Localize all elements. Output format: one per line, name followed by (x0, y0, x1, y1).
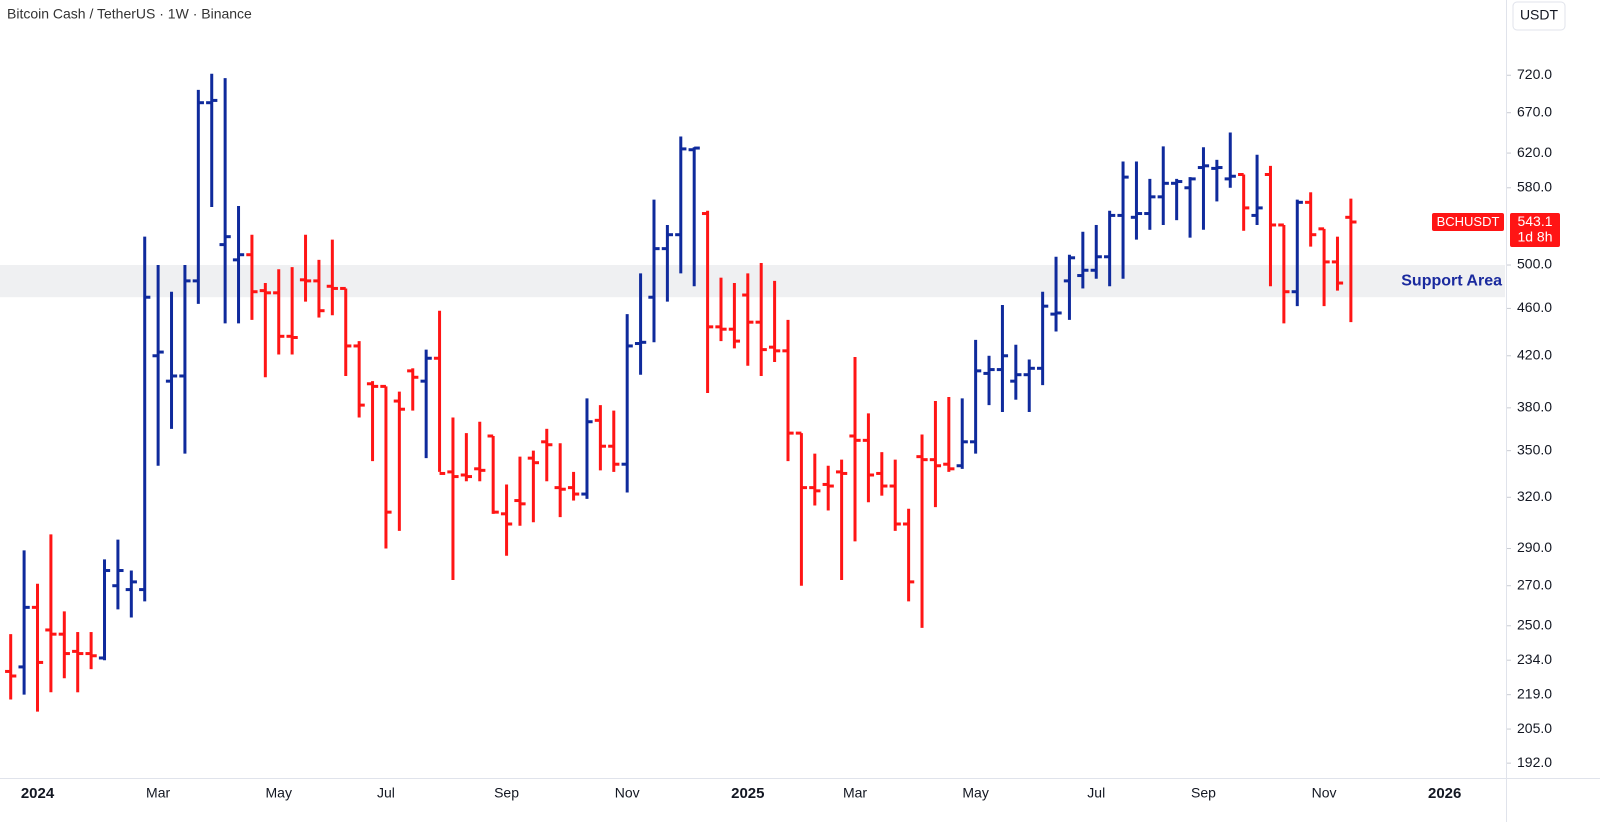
y-tick-label: 580.0 (1517, 178, 1552, 194)
y-tick-label: 320.0 (1517, 488, 1552, 504)
currency-box[interactable] (1512, 1, 1566, 31)
x-tick-label: May (266, 785, 292, 801)
currency-label[interactable]: USDT (1520, 7, 1559, 23)
y-tick-label: 250.0 (1517, 616, 1552, 632)
plot-area: Support Area (0, 73, 1505, 712)
y-tick-label: 620.0 (1517, 144, 1552, 160)
x-tick-label: Sep (494, 785, 519, 801)
y-tick-label: 500.0 (1517, 256, 1552, 272)
y-tick-label: 670.0 (1517, 103, 1552, 119)
y-tick-label: 460.0 (1517, 299, 1552, 315)
x-tick-label: May (962, 785, 988, 801)
y-tick-label: 350.0 (1517, 441, 1552, 457)
x-tick-label: 2026 (1428, 785, 1461, 802)
symbol-label: BCHUSDT (1437, 214, 1500, 229)
y-tick-label: 420.0 (1517, 346, 1552, 362)
support-area-label: Support Area (1401, 272, 1502, 289)
x-tick-label: Sep (1191, 785, 1216, 801)
y-tick-label: 290.0 (1517, 539, 1552, 555)
symbol-label-bg (1432, 212, 1504, 231)
y-tick-label: 219.0 (1517, 685, 1552, 701)
price-label: 543.1 (1517, 213, 1552, 229)
y-tick-label: 720.0 (1517, 66, 1552, 82)
y-tick-label: 270.0 (1517, 576, 1552, 592)
chart-title: Bitcoin Cash / TetherUS · 1W · Binance (7, 6, 252, 22)
y-tick-label: 380.0 (1517, 399, 1552, 415)
x-tick-label: 2025 (731, 785, 764, 802)
price-label-bg (1510, 212, 1560, 247)
x-tick-label: Jul (1087, 785, 1105, 801)
y-tick-label: 192.0 (1517, 754, 1552, 770)
x-tick-label: Nov (1312, 785, 1337, 801)
x-tick-label: Jul (377, 785, 395, 801)
countdown-label: 1d 8h (1517, 229, 1552, 245)
x-tick-label: 2024 (21, 785, 55, 802)
x-tick-label: Mar (843, 785, 867, 801)
x-tick-label: Mar (146, 785, 170, 801)
y-tick-label: 234.0 (1517, 651, 1552, 667)
y-tick-label: 205.0 (1517, 720, 1552, 736)
x-tick-label: Nov (615, 785, 640, 801)
